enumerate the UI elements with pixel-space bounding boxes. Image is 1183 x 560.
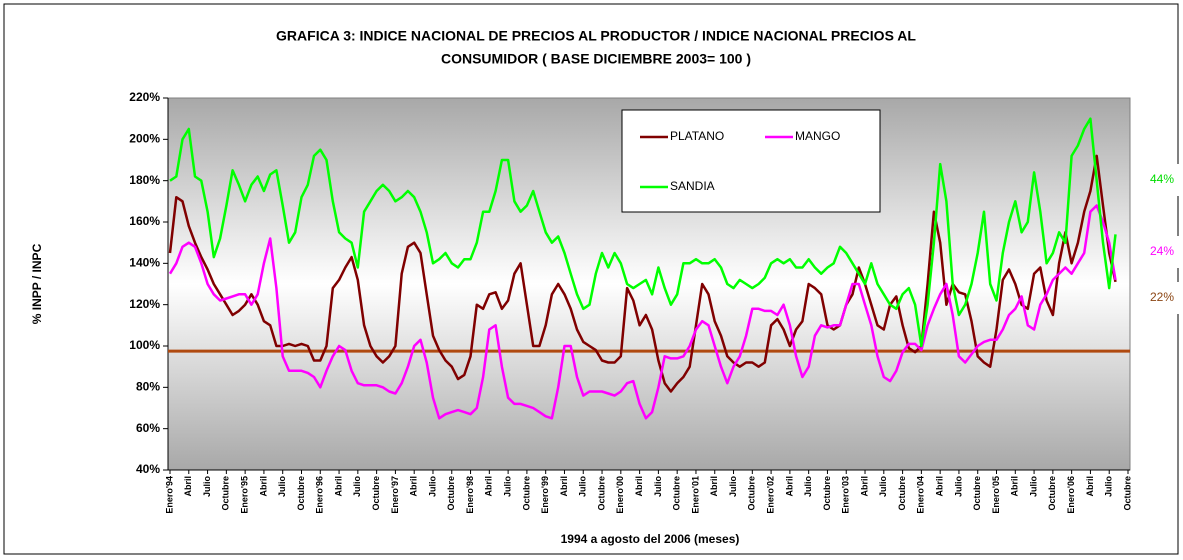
x-tick-label: Octubre (521, 476, 531, 511)
x-tick-label: Abril (859, 476, 869, 497)
x-tick-label: Enero'95 (240, 476, 250, 514)
series-line (168, 204, 1117, 420)
x-tick-label: Abril (559, 476, 569, 497)
y-tick-label: 140% (129, 256, 160, 270)
x-tick-label: Julio (202, 476, 212, 498)
x-tick-label: Julio (578, 476, 588, 498)
y-tick-label: 40% (136, 462, 160, 476)
annotation-box (1136, 164, 1182, 196)
chart-subtitle: CONSUMIDOR ( BASE DICIEMBRE 2003= 100 ) (441, 51, 751, 67)
legend (621, 109, 881, 213)
y-axis-label: % INPP / INPC (30, 243, 44, 324)
x-tick-label: Octubre (747, 476, 757, 511)
x-tick-label: Enero'94 (164, 476, 174, 514)
annotation-box (1136, 236, 1182, 268)
x-tick-label: Enero'02 (765, 476, 775, 514)
x-tick-label: Enero'00 (615, 476, 625, 514)
x-tick-label: Abril (1085, 476, 1095, 497)
y-tick-label: 180% (129, 173, 160, 187)
x-tick-label: Abril (784, 476, 794, 497)
x-tick-label: Octubre (672, 476, 682, 511)
x-tick-label: Enero'06 (1066, 476, 1076, 514)
chart-title: GRAFICA 3: INDICE NACIONAL DE PRECIOS AL… (276, 28, 916, 44)
x-tick-label: Julio (427, 476, 437, 498)
x-tick-label: Enero'03 (841, 476, 851, 514)
y-tick-label: 80% (136, 380, 160, 394)
legend-label: MANGO (795, 129, 840, 143)
annotation: 24% (1150, 244, 1174, 258)
x-tick-label: Octubre (1122, 476, 1132, 511)
x-tick-label: Abril (634, 476, 644, 497)
x-tick-label: Octubre (221, 476, 231, 511)
x-tick-label: Abril (484, 476, 494, 497)
x-tick-label: Abril (935, 476, 945, 497)
x-tick-label: Julio (1028, 476, 1038, 498)
x-tick-label: Octubre (822, 476, 832, 511)
legend-label: SANDIA (670, 179, 715, 193)
x-tick-label: Abril (258, 476, 268, 497)
y-tick-label: 60% (136, 421, 160, 435)
x-tick-label: Enero'97 (390, 476, 400, 514)
x-tick-label: Octubre (296, 476, 306, 511)
x-tick-label: Julio (352, 476, 362, 498)
x-tick-label: Octubre (596, 476, 606, 511)
series-line (168, 154, 1117, 393)
x-tick-label: Octubre (446, 476, 456, 511)
x-tick-label: Abril (183, 476, 193, 497)
x-tick-label: Enero'96 (315, 476, 325, 514)
x-tick-label: Enero'99 (540, 476, 550, 514)
x-tick-label: Octubre (972, 476, 982, 511)
x-tick-label: Julio (953, 476, 963, 498)
x-tick-label: Enero'04 (916, 476, 926, 514)
x-tick-label: Julio (277, 476, 287, 498)
x-tick-label: Abril (709, 476, 719, 497)
legend-label: PLATANO (670, 129, 724, 143)
x-tick-label: Enero'98 (465, 476, 475, 514)
x-tick-label: Abril (1010, 476, 1020, 497)
series-line (169, 117, 1117, 348)
y-tick-label: 220% (129, 90, 160, 104)
annotation: 44% (1150, 172, 1174, 186)
x-tick-label: Julio (1104, 476, 1114, 498)
x-tick-label: Enero'01 (690, 476, 700, 514)
annotation-box (1136, 282, 1182, 314)
x-tick-label: Enero'05 (991, 476, 1001, 514)
x-axis-label: 1994 a agosto del 2006 (meses) (561, 532, 740, 546)
annotation: 22% (1150, 290, 1174, 304)
x-tick-label: Abril (409, 476, 419, 497)
x-tick-label: Julio (803, 476, 813, 498)
x-tick-label: Julio (728, 476, 738, 498)
x-tick-label: Julio (878, 476, 888, 498)
x-tick-label: Abril (333, 476, 343, 497)
y-tick-label: 120% (129, 297, 160, 311)
x-tick-label: Julio (653, 476, 663, 498)
x-tick-label: Octubre (371, 476, 381, 511)
x-tick-label: Julio (502, 476, 512, 498)
x-tick-label: Octubre (897, 476, 907, 511)
y-tick-label: 160% (129, 214, 160, 228)
y-tick-label: 100% (129, 338, 160, 352)
x-tick-label: Octubre (1047, 476, 1057, 511)
y-tick-label: 200% (129, 132, 160, 146)
